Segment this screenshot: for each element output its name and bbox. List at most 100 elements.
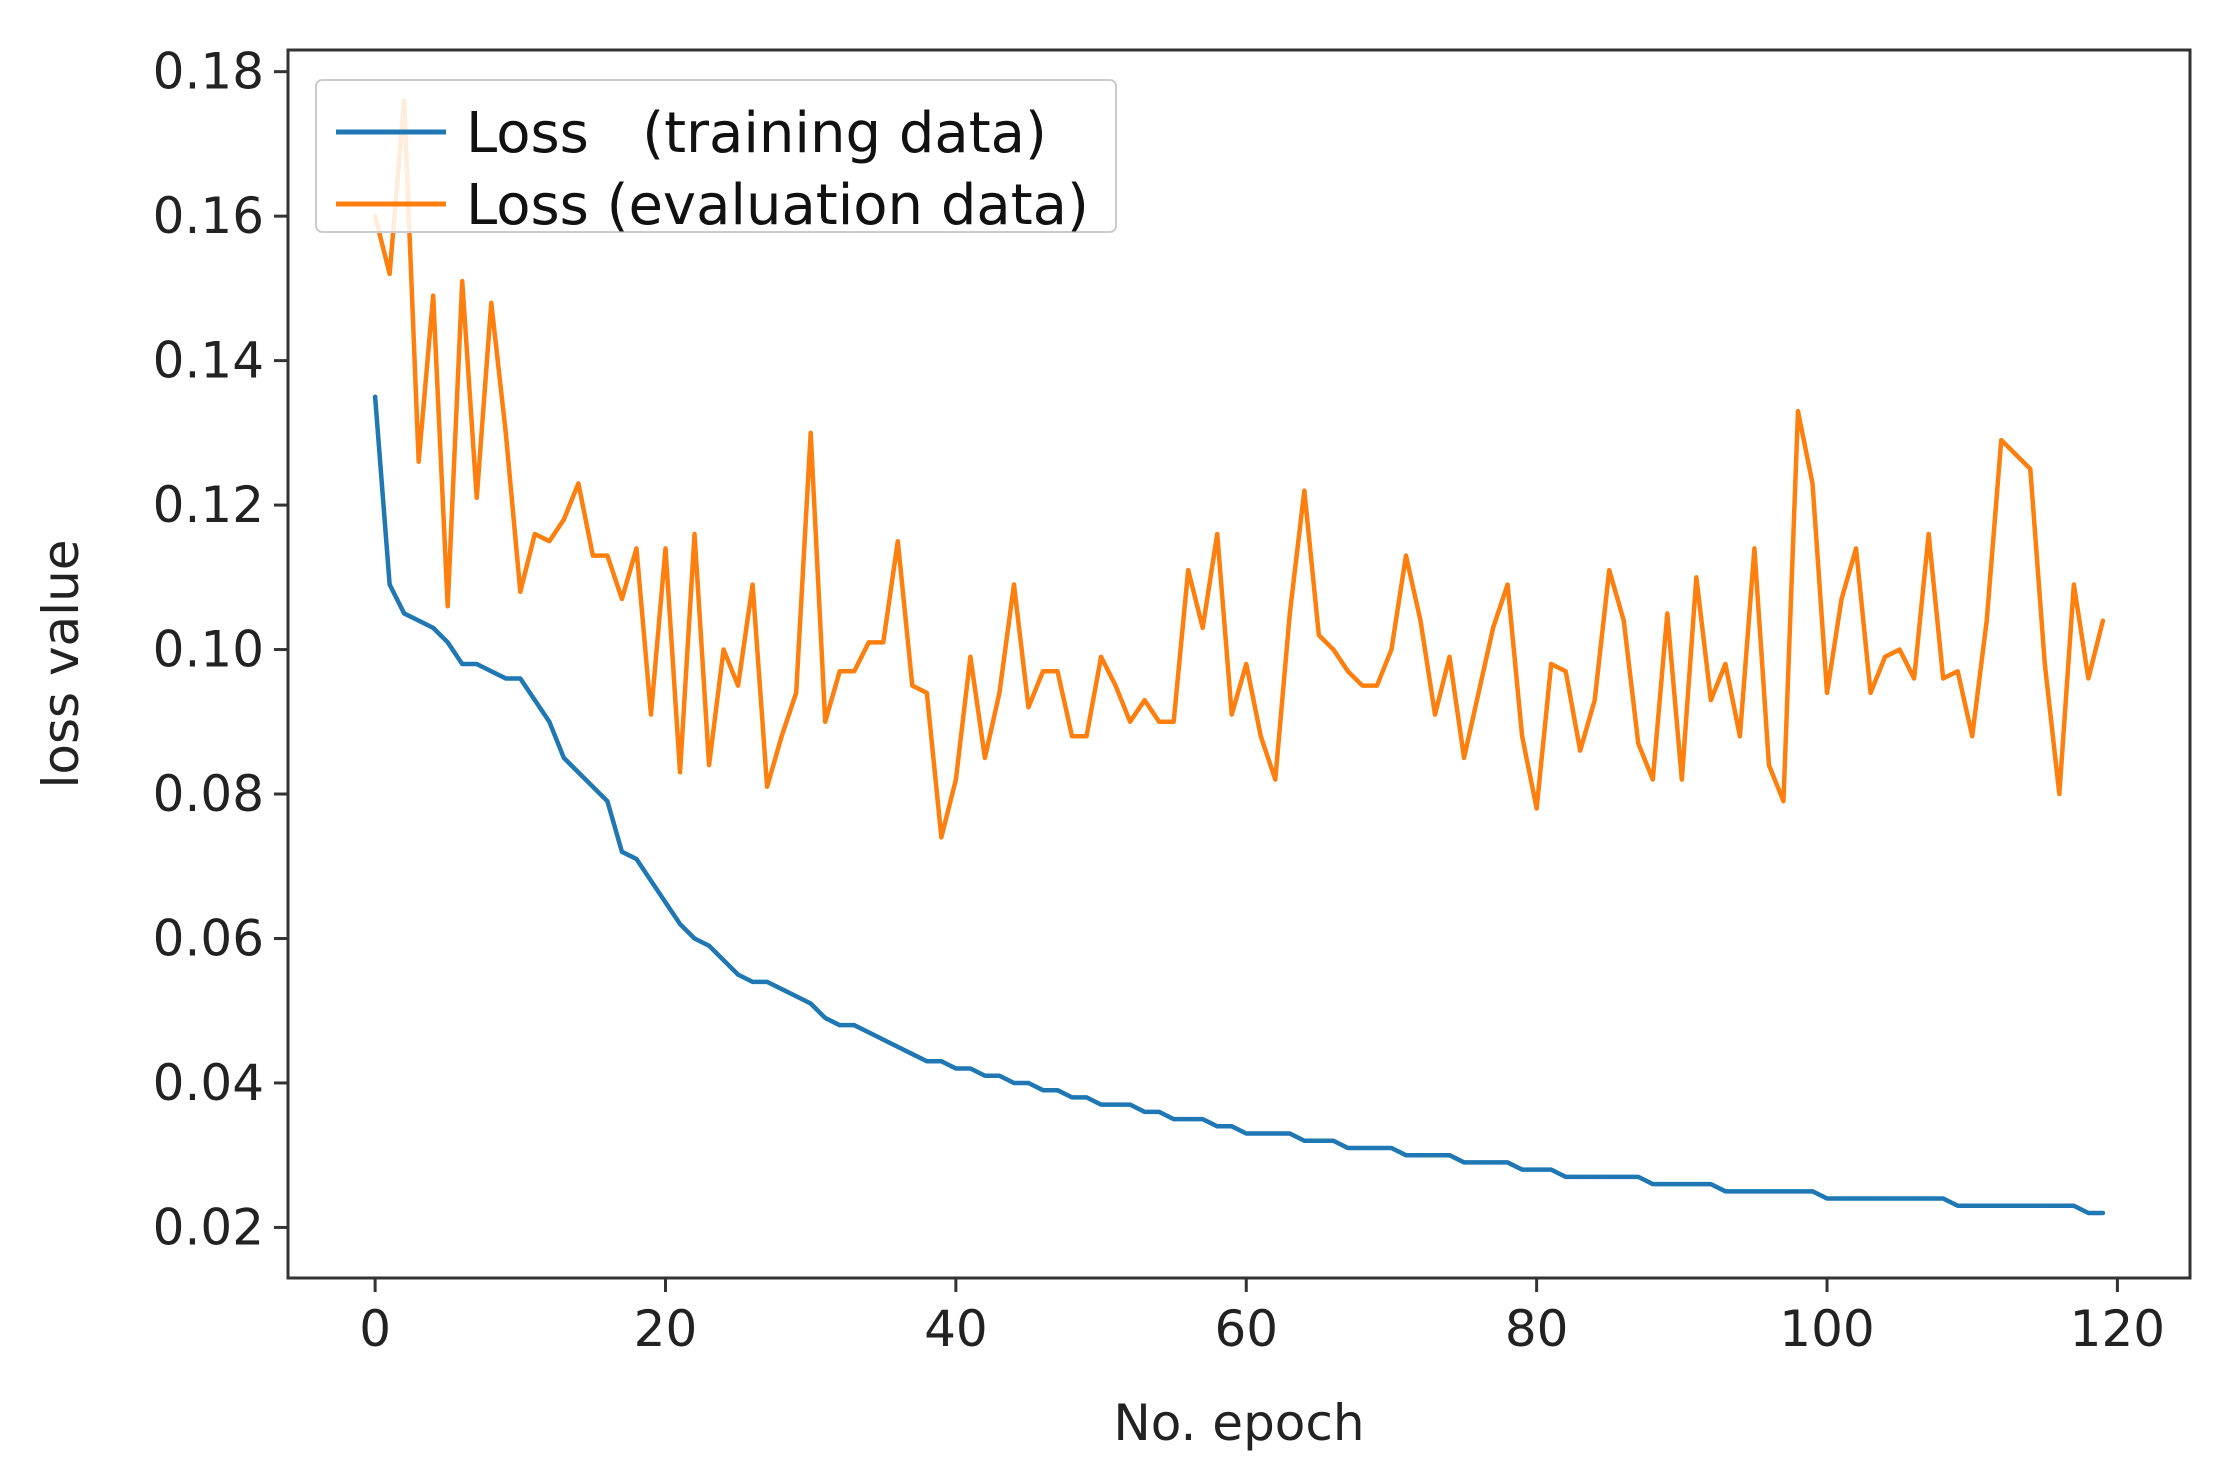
- data-point-1-62: [1273, 778, 1277, 782]
- data-point-0-16: [605, 799, 609, 803]
- data-point-0-74: [1448, 1153, 1452, 1157]
- data-point-0-3: [417, 619, 421, 623]
- data-point-1-44: [1012, 583, 1016, 587]
- data-point-0-30: [809, 1002, 813, 1006]
- data-point-0-77: [1491, 1160, 1495, 1164]
- y-tick-label-3: 0.08: [153, 765, 264, 823]
- legend-label-evaluation: Loss (evaluation data): [466, 173, 1089, 238]
- data-point-0-99: [1811, 1189, 1815, 1193]
- data-point-0-112: [1999, 1204, 2003, 1208]
- data-point-0-60: [1244, 1132, 1248, 1136]
- data-point-0-73: [1433, 1153, 1437, 1157]
- y-axis: 0.02 0.04 0.06 0.08 0.10 0.12 0.14 0.16 0.18: [153, 43, 288, 1256]
- x-tick-label-40: 40: [924, 1300, 988, 1358]
- data-point-1-104: [1883, 655, 1887, 659]
- x-tick-label-100: 100: [1779, 1300, 1874, 1358]
- data-point-1-53: [1143, 698, 1147, 702]
- data-point-1-72: [1418, 619, 1422, 623]
- data-point-0-47: [1056, 1088, 1060, 1092]
- data-point-1-36: [896, 539, 900, 543]
- y-tick-label-2: 0.06: [153, 909, 264, 967]
- data-point-0-113: [2014, 1204, 2018, 1208]
- data-point-1-47: [1056, 669, 1060, 673]
- data-point-1-11: [533, 532, 537, 536]
- data-point-0-97: [1781, 1189, 1785, 1193]
- data-point-0-26: [751, 980, 755, 984]
- data-point-1-29: [794, 691, 798, 695]
- data-point-0-41: [968, 1067, 972, 1071]
- data-point-1-48: [1070, 734, 1074, 738]
- data-point-1-119: [2101, 619, 2105, 623]
- data-point-0-86: [1622, 1175, 1626, 1179]
- data-point-1-45: [1026, 705, 1030, 709]
- data-point-1-76: [1477, 691, 1481, 695]
- data-point-0-107: [1927, 1197, 1931, 1201]
- data-point-1-18: [634, 546, 638, 550]
- data-point-1-57: [1201, 626, 1205, 630]
- data-point-0-11: [533, 698, 537, 702]
- data-point-1-85: [1607, 568, 1611, 572]
- data-point-0-66: [1331, 1139, 1335, 1143]
- data-point-0-53: [1143, 1110, 1147, 1114]
- y-axis-label: loss value: [32, 539, 90, 788]
- data-point-0-70: [1389, 1146, 1393, 1150]
- data-point-1-75: [1462, 756, 1466, 760]
- data-point-0-56: [1186, 1117, 1190, 1121]
- data-point-0-75: [1462, 1160, 1466, 1164]
- data-point-0-118: [2086, 1211, 2090, 1215]
- series-points-1: [373, 99, 2105, 839]
- data-point-0-27: [765, 980, 769, 984]
- data-point-1-81: [1549, 662, 1553, 666]
- data-point-1-19: [649, 713, 653, 717]
- data-point-0-42: [983, 1074, 987, 1078]
- data-point-1-9: [504, 431, 508, 435]
- data-point-1-25: [736, 684, 740, 688]
- data-point-1-114: [2028, 467, 2032, 471]
- data-point-1-70: [1389, 648, 1393, 652]
- data-point-1-73: [1433, 713, 1437, 717]
- data-point-0-81: [1549, 1168, 1553, 1172]
- data-point-1-106: [1912, 676, 1916, 680]
- data-point-1-41: [968, 655, 972, 659]
- data-point-0-24: [722, 958, 726, 962]
- data-point-0-44: [1012, 1081, 1016, 1085]
- data-point-0-37: [910, 1052, 914, 1056]
- data-point-0-5: [446, 640, 450, 644]
- data-point-1-88: [1651, 778, 1655, 782]
- data-point-0-45: [1026, 1081, 1030, 1085]
- data-point-1-64: [1302, 489, 1306, 493]
- data-point-1-87: [1636, 741, 1640, 745]
- data-point-1-89: [1665, 611, 1669, 615]
- data-point-1-54: [1157, 720, 1161, 724]
- data-point-1-65: [1317, 633, 1321, 637]
- data-point-1-39: [939, 835, 943, 839]
- data-point-0-93: [1723, 1189, 1727, 1193]
- data-point-1-52: [1128, 720, 1132, 724]
- legend: Loss (training data) Loss (evaluation da…: [315, 79, 1117, 238]
- data-point-0-111: [1985, 1204, 1989, 1208]
- data-point-1-28: [780, 734, 784, 738]
- data-point-0-80: [1535, 1168, 1539, 1172]
- data-point-1-3: [417, 460, 421, 464]
- data-point-0-100: [1825, 1197, 1829, 1201]
- data-point-1-68: [1360, 684, 1364, 688]
- data-point-0-34: [867, 1030, 871, 1034]
- data-point-0-28: [780, 987, 784, 991]
- data-point-1-14: [576, 481, 580, 485]
- data-point-1-79: [1520, 734, 1524, 738]
- data-point-1-105: [1898, 648, 1902, 652]
- data-point-1-80: [1535, 806, 1539, 810]
- data-point-0-79: [1520, 1168, 1524, 1172]
- data-point-1-33: [852, 669, 856, 673]
- data-point-1-74: [1448, 655, 1452, 659]
- data-point-1-38: [925, 691, 929, 695]
- x-tick-label-60: 60: [1214, 1300, 1278, 1358]
- data-point-1-93: [1723, 662, 1727, 666]
- data-point-0-91: [1694, 1182, 1698, 1186]
- data-point-0-59: [1230, 1124, 1234, 1128]
- data-point-0-101: [1840, 1197, 1844, 1201]
- data-point-1-110: [1970, 734, 1974, 738]
- data-point-1-56: [1186, 568, 1190, 572]
- data-point-1-117: [2072, 583, 2076, 587]
- data-point-0-88: [1651, 1182, 1655, 1186]
